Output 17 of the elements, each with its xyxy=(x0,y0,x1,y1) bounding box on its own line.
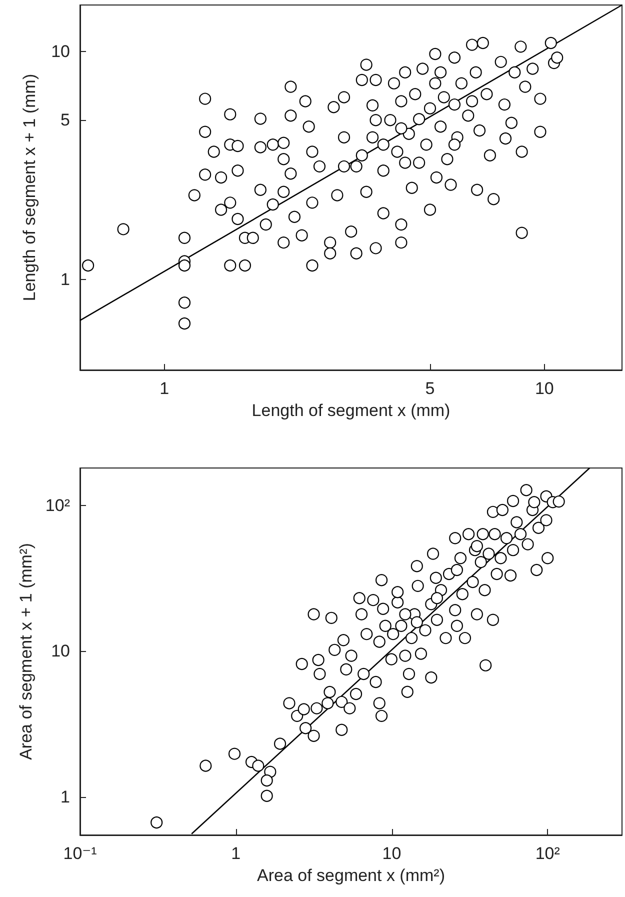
y-tick-label: 1 xyxy=(60,788,70,807)
x-tick-label: 5 xyxy=(425,379,435,398)
x-axis-title: Area of segment x (mm²) xyxy=(257,866,445,885)
x-tick-label: 1 xyxy=(160,379,170,398)
y-tick-label: 10 xyxy=(51,42,70,62)
y-tick-label: 10 xyxy=(51,642,70,661)
x-tick-label: 10 xyxy=(382,844,402,863)
y-axis-title: Length of segment x + 1 (mm) xyxy=(20,74,39,302)
y-tick-label: 10² xyxy=(45,496,70,515)
x-axis-title: Length of segment x (mm) xyxy=(252,401,450,420)
y-tick-label: 1 xyxy=(60,270,70,289)
y-axis-title: Area of segment x + 1 (mm²) xyxy=(16,543,36,760)
x-tick-label: 10² xyxy=(535,844,560,863)
x-tick-label: 10⁻¹ xyxy=(63,844,98,863)
y-tick-label: 5 xyxy=(60,110,70,130)
x-tick-label: 1 xyxy=(231,844,241,863)
x-tick-label: 10 xyxy=(534,379,554,398)
